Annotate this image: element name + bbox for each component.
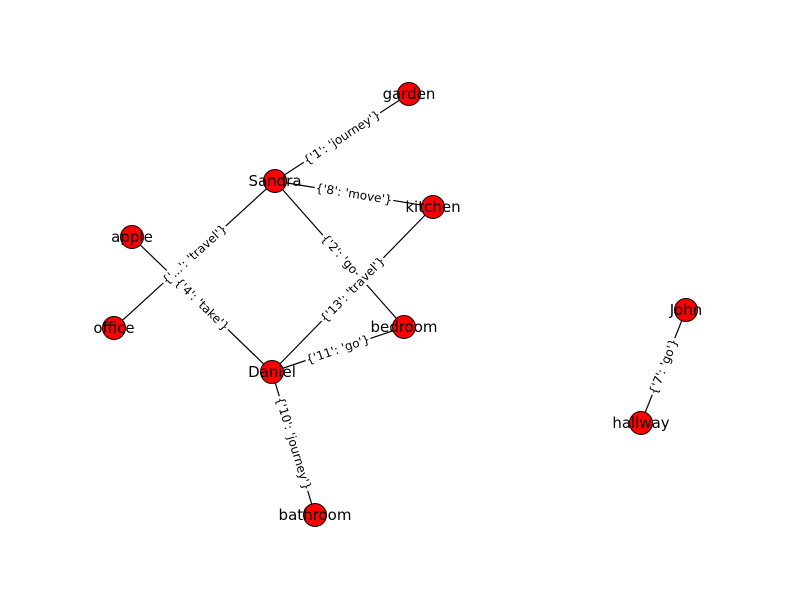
node-bedroom [392,315,416,339]
edge-label-bg [158,220,231,289]
edge-label-bg [645,335,682,398]
edge-label-bg [316,252,389,327]
edge-label-daniel-bedroom: {'11': 'go'} [304,332,372,367]
edge-label-sandra-garden: {'1': 'journey'} [301,107,383,167]
edge-label-bg [303,331,373,368]
edge-label-john-hallway: {'7': 'go'} [646,337,681,397]
edge-label-bg [272,394,315,493]
edge-label-group-sandra-office: {'...': 'travel'} [158,220,231,289]
node-garden [397,82,421,106]
edge-label-group-sandra-kitchen: {'8': 'move'} [313,180,395,208]
nodes-layer [102,82,698,527]
edge-label-sandra-bedroom: {'2': 'go [318,231,360,276]
node-bathroom [303,503,327,527]
node-label-garden: garden [383,85,436,103]
edge-label-bg [171,274,233,335]
edge-label-bg [299,106,385,169]
node-label-sandra: Sandra [248,172,301,190]
edge-label-bg [313,180,395,208]
edge-label-group-sandra-garden: {'1': 'journey'} [299,106,385,169]
edge-label-group-sandra-bedroom: {'2': 'go [317,230,362,278]
node-kitchen [421,195,445,219]
edge-label-group-john-hallway: {'7': 'go'} [645,335,682,398]
node-label-hallway: hallway [612,414,669,432]
edge-label-bg [317,230,362,278]
node-office [102,316,126,340]
node-john [674,298,698,322]
node-label-daniel: Daniel [248,363,296,381]
node-sandra [263,169,287,193]
node-daniel [260,360,284,384]
node-hallway [629,411,653,435]
node-label-john: John [669,301,703,319]
node-labels-layer: garden Sandra kitchen apple office bedroom Dan… [93,85,702,524]
node-apple [120,225,144,249]
edge-label-apple-daniel: {'4': 'take'} [172,275,232,334]
edge-label-group-apple-daniel: {'4': 'take'} [171,274,233,335]
node-label-apple: apple [111,228,153,246]
edge-labels-layer: {'1': 'journey'} {'8': 'move'} {'...': 'tr… [158,106,682,493]
node-label-bedroom: bedroom [370,318,437,336]
edge-label-sandra-kitchen: {'8': 'move'} [315,181,394,207]
edge-label-daniel-bathroom: {'10': 'journey'} [273,395,314,492]
node-label-bathroom: bathroom [279,506,352,524]
node-label-kitchen: kitchen [405,198,460,216]
edge-label-group-daniel-bedroom: {'11': 'go'} [303,331,373,368]
node-label-office: office [93,319,134,337]
edge-label-group-daniel-bathroom: {'10': 'journey'} [272,394,315,493]
edge-label-sandra-office: {'...': 'travel'} [159,221,229,287]
